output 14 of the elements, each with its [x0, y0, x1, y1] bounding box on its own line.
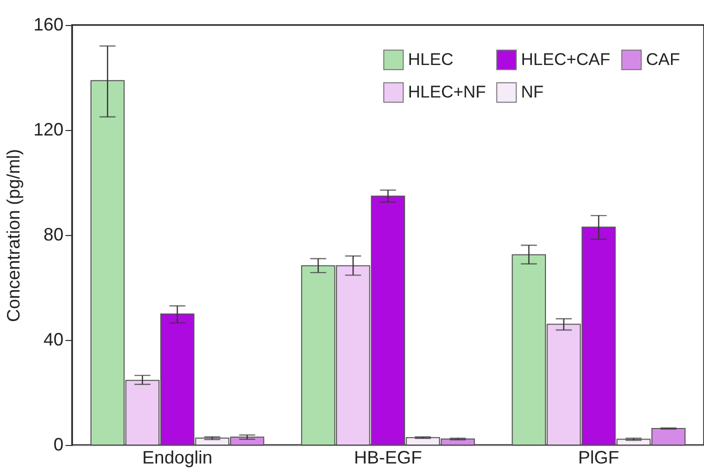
y-tick-label: 120	[33, 120, 64, 140]
legend-label: HLEC+CAF	[521, 50, 610, 69]
legend-label: HLEC+NF	[408, 82, 486, 102]
x-tick-label: PlGF	[578, 448, 620, 468]
y-tick-label: 160	[33, 14, 64, 34]
legend-label: HLEC	[408, 50, 454, 69]
y-axis-title: Concentration (pg/ml)	[3, 148, 24, 322]
y-tick-label: 80	[43, 224, 64, 244]
x-tick-label: HB-EGF	[354, 448, 422, 468]
y-tick-label: 40	[43, 330, 64, 350]
legend-label: NF	[521, 82, 544, 102]
legend-label: CAF	[646, 50, 680, 69]
x-tick-label: Endoglin	[142, 448, 212, 468]
y-tick-label: 0	[53, 434, 64, 454]
